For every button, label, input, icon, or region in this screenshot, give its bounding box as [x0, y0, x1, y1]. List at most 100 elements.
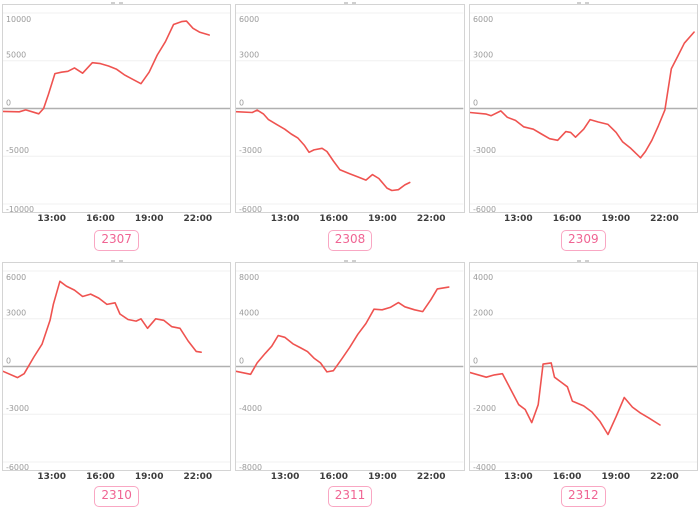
x-tick-label: 13:00 [504, 472, 533, 482]
y-tick-label: -6000 [239, 205, 262, 212]
y-tick-label: 4000 [239, 309, 259, 318]
x-tick-label: 22:00 [183, 472, 213, 482]
y-tick-label: -3000 [6, 404, 29, 413]
x-tick-label: 13:00 [37, 472, 67, 482]
pnl-line [469, 31, 695, 159]
y-tick-label: 10000 [6, 15, 31, 24]
chart-plot-area: 4000 2000 0 -2000 -4000 [468, 262, 698, 471]
x-tick-label: 16:00 [552, 472, 582, 482]
chart-cell: 10000 5000 0 -5000 -10000 13:00 16:00 19:00 22:… [0, 0, 233, 254]
y-tick-label: -10000 [6, 205, 34, 212]
x-tick-label: 22:00 [416, 214, 446, 224]
x-tick-label: 13:00 [270, 472, 300, 482]
y-tick-label: -4000 [473, 463, 496, 470]
chart-plot: 6000 3000 0 -3000 -6000 [3, 270, 231, 470]
chart-badge[interactable]: 2312 [561, 486, 606, 507]
y-tick-label: 0 [239, 356, 244, 365]
badge-row: 2307 [2, 227, 231, 254]
x-tick-label: 13:00 [37, 214, 67, 224]
y-tick-label: 0 [239, 98, 244, 107]
x-tick-label: 22:00 [650, 472, 679, 482]
chart-cell: 4000 2000 0 -2000 -4000 13:00 16:00 19:00 22:00… [467, 254, 700, 508]
y-tick-label: 0 [6, 98, 11, 107]
x-axis: 13:00 16:00 19:00 22:00 [3, 213, 230, 227]
badge-row: 2308 [235, 227, 464, 254]
y-tick-label: -2000 [473, 404, 496, 413]
x-tick-label: 22:00 [650, 214, 679, 224]
y-tick-label: -4000 [239, 404, 262, 413]
y-tick-label: 4000 [473, 273, 493, 282]
badge-row: 2312 [469, 485, 698, 508]
x-tick-label: 16:00 [319, 214, 349, 224]
x-axis: 13:00 16:00 19:00 22:00 [236, 471, 463, 485]
x-tick-label: 13:00 [270, 214, 300, 224]
badge-row: 2311 [235, 485, 464, 508]
y-tick-label: 3000 [473, 51, 493, 60]
chart-badge[interactable]: 2311 [327, 486, 373, 507]
x-tick-label: 13:00 [504, 214, 533, 224]
clipped-chart-title [469, 254, 698, 262]
chart-cell: 8000 4000 0 -4000 -8000 13:00 16:00 19:00 22:00… [233, 254, 466, 508]
chart-plot: 6000 3000 0 -3000 -6000 [469, 12, 697, 212]
clipped-chart-title [2, 0, 231, 4]
x-axis: 13:00 16:00 19:00 22:00 [3, 471, 230, 485]
clipped-chart-title [469, 0, 698, 4]
chart-plot: 8000 4000 0 -4000 -8000 [236, 270, 464, 470]
clipped-chart-title [2, 254, 231, 262]
x-axis: 13:00 16:00 19:00 22:00 [236, 213, 463, 227]
pnl-line [236, 286, 450, 376]
chart-plot-area: 6000 3000 0 -3000 -6000 [235, 4, 465, 213]
chart-cell: 6000 3000 0 -3000 -6000 13:00 16:00 19:00 22:00… [233, 0, 466, 254]
x-tick-label: 19:00 [601, 472, 631, 482]
y-tick-label: 6000 [473, 15, 493, 24]
y-tick-label: 8000 [239, 273, 259, 282]
x-tick-label: 16:00 [86, 214, 115, 224]
pnl-line [236, 109, 411, 192]
y-tick-label: 0 [6, 356, 11, 365]
x-tick-label: 16:00 [319, 472, 349, 482]
y-tick-label: -3000 [239, 146, 262, 155]
x-tick-label: 22:00 [183, 214, 213, 224]
chart-cell: 6000 3000 0 -3000 -6000 13:00 16:00 19:00 22:00… [0, 254, 233, 508]
y-tick-label: -5000 [6, 146, 29, 155]
chart-badge[interactable]: 2307 [94, 230, 139, 251]
y-tick-label: -6000 [6, 463, 29, 470]
clipped-chart-title [235, 0, 464, 4]
y-tick-label: 6000 [239, 15, 259, 24]
pnl-line [3, 280, 202, 379]
y-tick-label: 0 [473, 98, 478, 107]
chart-plot-area: 10000 5000 0 -5000 -10000 [2, 4, 232, 213]
badge-row: 2310 [2, 485, 231, 508]
y-tick-label: 5000 [6, 51, 26, 60]
x-tick-label: 19:00 [601, 214, 631, 224]
x-tick-label: 19:00 [368, 214, 397, 224]
pnl-line [469, 362, 661, 436]
chart-plot-area: 8000 4000 0 -4000 -8000 [235, 262, 465, 471]
y-tick-label: 2000 [473, 309, 493, 318]
y-tick-label: 3000 [239, 51, 259, 60]
x-tick-label: 19:00 [368, 472, 397, 482]
x-tick-label: 16:00 [552, 214, 582, 224]
x-axis: 13:00 16:00 19:00 22:00 [470, 471, 697, 485]
chart-plot: 4000 2000 0 -2000 -4000 [469, 270, 697, 470]
x-tick-label: 19:00 [134, 472, 164, 482]
y-tick-label: -3000 [473, 146, 496, 155]
x-tick-label: 16:00 [86, 472, 115, 482]
y-tick-label: -6000 [473, 205, 496, 212]
chart-cell: 6000 3000 0 -3000 -6000 13:00 16:00 19:00 22:00… [467, 0, 700, 254]
chart-badge[interactable]: 2309 [561, 230, 606, 251]
chart-plot-area: 6000 3000 0 -3000 -6000 [2, 262, 232, 471]
chart-plot-area: 6000 3000 0 -3000 -6000 [468, 4, 698, 213]
x-tick-label: 19:00 [134, 214, 164, 224]
x-axis: 13:00 16:00 19:00 22:00 [470, 213, 697, 227]
badge-row: 2309 [469, 227, 698, 254]
y-tick-label: 3000 [6, 309, 26, 318]
y-tick-label: 0 [473, 356, 478, 365]
chart-plot: 6000 3000 0 -3000 -6000 [236, 12, 464, 212]
chart-badge[interactable]: 2310 [94, 486, 139, 507]
chart-badge[interactable]: 2308 [327, 230, 373, 251]
chart-plot: 10000 5000 0 -5000 -10000 [3, 12, 231, 212]
clipped-chart-title [235, 254, 464, 262]
